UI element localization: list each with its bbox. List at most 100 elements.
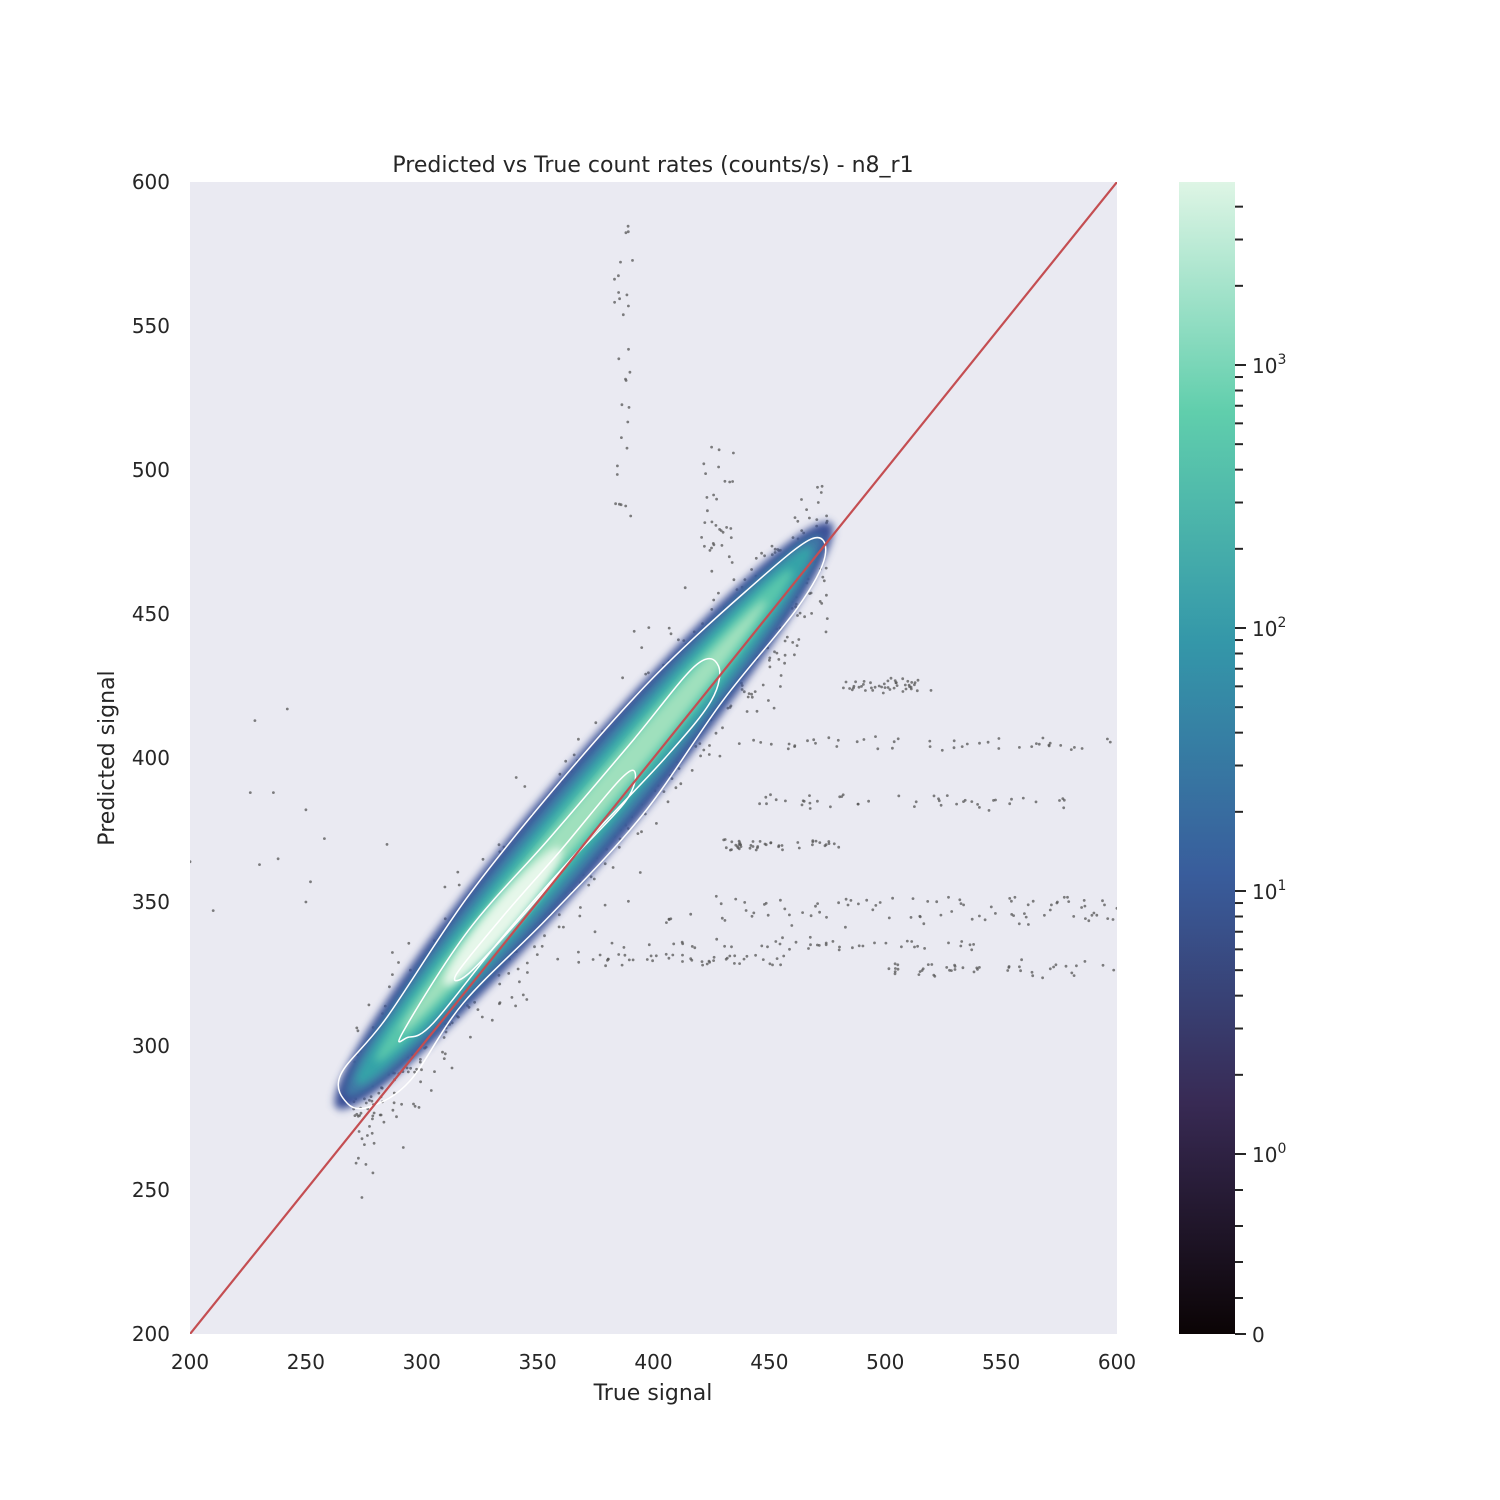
density-heatmap [334, 521, 834, 1110]
outlier-point [679, 782, 683, 786]
outlier-point [856, 802, 860, 806]
outlier-point [631, 958, 635, 962]
outlier-point [645, 958, 649, 961]
outlier-point [761, 683, 765, 687]
outlier-point [1054, 963, 1058, 967]
outlier-point [921, 967, 925, 971]
outlier-point [364, 1163, 368, 1166]
outlier-point [737, 847, 741, 851]
outlier-point [932, 794, 936, 798]
outlier-point [704, 472, 707, 475]
outlier-point [731, 480, 734, 483]
outlier-point [947, 941, 950, 945]
outlier-point [667, 626, 671, 630]
outlier-point [846, 903, 850, 907]
outlier-point [874, 904, 878, 907]
outlier-point [928, 745, 932, 748]
outlier-point [1080, 906, 1083, 909]
outlier-point [802, 799, 806, 803]
outlier-point [497, 843, 501, 847]
outlier-point [355, 1026, 359, 1030]
outlier-point [857, 902, 860, 906]
outlier-point [744, 909, 748, 912]
outlier-point [665, 921, 668, 924]
outlier-point [854, 680, 857, 684]
outlier-point [631, 259, 634, 262]
outlier-point [710, 445, 713, 449]
outlier-point [689, 957, 693, 961]
outlier-point [626, 420, 630, 424]
outlier-point [616, 464, 619, 468]
outlier-point [450, 1066, 454, 1070]
outlier-point [730, 561, 734, 564]
outlier-point [572, 753, 576, 757]
outlier-point [413, 1104, 417, 1108]
outlier-point [870, 686, 873, 690]
outlier-point [1041, 976, 1044, 980]
outlier-point [837, 845, 841, 849]
outlier-point [865, 898, 869, 902]
outlier-point [1048, 967, 1052, 971]
outlier-point [714, 894, 718, 898]
outlier-point [743, 901, 747, 904]
outlier-point [965, 742, 969, 746]
outlier-point [700, 536, 703, 539]
outlier-point [892, 740, 896, 744]
outlier-point [1090, 913, 1094, 917]
outlier-point [476, 1008, 480, 1011]
outlier-point [457, 883, 461, 887]
outlier-point [577, 950, 580, 954]
outlier-point [1101, 963, 1105, 967]
outlier-point [829, 805, 832, 809]
outlier-point [521, 993, 525, 997]
outlier-point [617, 274, 620, 278]
outlier-point [647, 943, 651, 947]
y-tick-label: 300 [132, 1034, 170, 1058]
outlier-point [756, 845, 760, 848]
outlier-point [808, 516, 811, 520]
outlier-point [1055, 901, 1059, 905]
outlier-point [360, 1137, 364, 1141]
outlier-point [720, 544, 724, 547]
outlier-point [309, 880, 312, 884]
outlier-point [714, 731, 718, 735]
outlier-point [768, 962, 772, 966]
outlier-point [769, 793, 772, 797]
outlier-point [562, 925, 565, 929]
outlier-point [952, 739, 956, 743]
outlier-point [392, 1101, 396, 1105]
outlier-point [369, 1095, 373, 1098]
outlier-point [405, 1066, 409, 1070]
outlier-point [818, 841, 822, 844]
outlier-point [1070, 971, 1074, 975]
outlier-point [907, 683, 911, 687]
y-tick-label: 250 [132, 1178, 170, 1202]
outlier-point [702, 462, 706, 466]
outlier-point [721, 530, 725, 534]
outlier-point [810, 612, 813, 615]
outlier-point [913, 683, 916, 687]
outlier-point [959, 944, 963, 948]
outlier-point [882, 682, 886, 686]
outlier-point [844, 897, 848, 901]
outlier-point [894, 967, 897, 970]
outlier-point [705, 496, 709, 499]
outlier-point [759, 741, 763, 744]
outlier-point [543, 934, 546, 938]
outlier-point [671, 953, 675, 957]
outlier-point [400, 1102, 403, 1106]
outlier-point [1112, 968, 1116, 972]
outlier-point [930, 963, 934, 966]
outlier-point [779, 898, 782, 902]
outlier-point [1024, 915, 1028, 919]
y-tick-label: 600 [132, 170, 170, 194]
outlier-point [705, 962, 709, 966]
outlier-point [613, 300, 616, 304]
outlier-point [827, 840, 831, 843]
outlier-point [793, 653, 796, 657]
outlier-point [862, 683, 865, 686]
outlier-point [777, 844, 781, 847]
outlier-point [1106, 737, 1109, 741]
outlier-point [797, 638, 801, 641]
outlier-point [442, 1057, 446, 1060]
